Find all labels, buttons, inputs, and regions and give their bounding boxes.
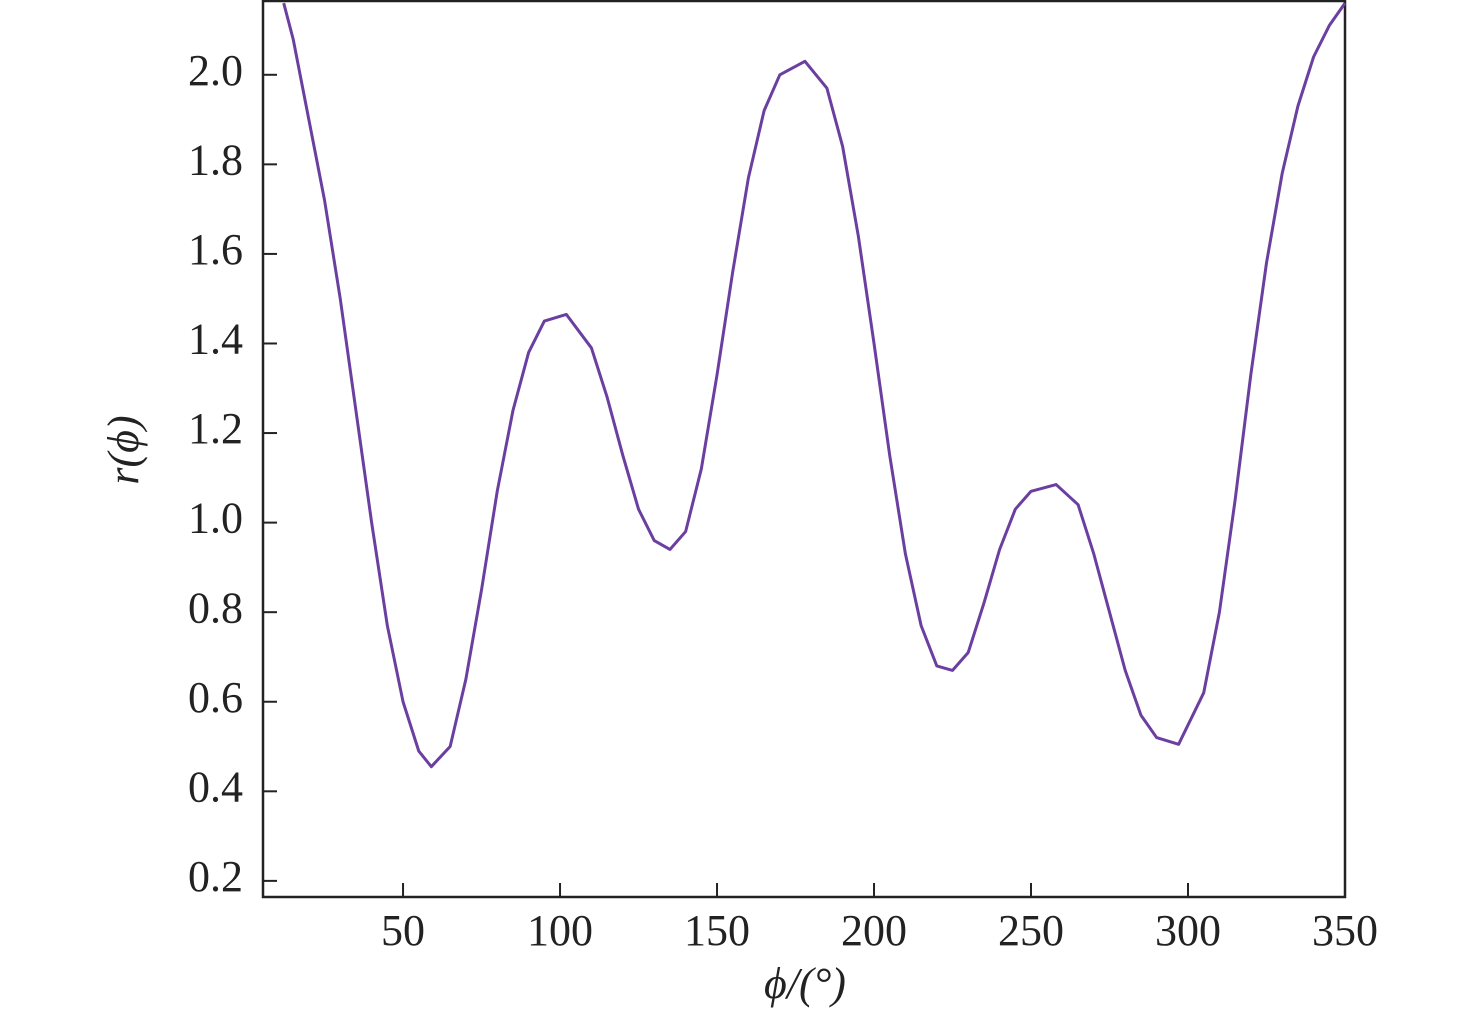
x-tick-label: 150 (684, 906, 750, 955)
plot-frame (261, 0, 1347, 899)
y-tick-label: 2.0 (188, 46, 243, 95)
y-tick-label: 0.6 (188, 673, 243, 722)
y-axis-label: r(ϕ) (99, 415, 148, 484)
y-tick-label: 0.8 (188, 583, 243, 632)
line-series (282, 2, 1347, 769)
x-tick-label: 250 (998, 906, 1064, 955)
x-tick-label: 200 (841, 906, 907, 955)
x-tick-label: 350 (1312, 906, 1378, 955)
x-tick-label: 100 (527, 906, 593, 955)
y-tick-label: 1.6 (188, 225, 243, 274)
y-tick-label: 1.8 (188, 135, 243, 184)
y-tick-label: 1.4 (188, 315, 243, 364)
y-tick-label: 0.4 (188, 762, 243, 811)
x-tick-label: 300 (1155, 906, 1221, 955)
x-tick-label: 50 (381, 906, 425, 955)
y-tick-label: 1.2 (188, 404, 243, 453)
y-tick-label: 0.2 (188, 852, 243, 901)
y-tick-label: 1.0 (188, 494, 243, 543)
x-axis-label: ϕ/(°) (764, 959, 846, 1008)
